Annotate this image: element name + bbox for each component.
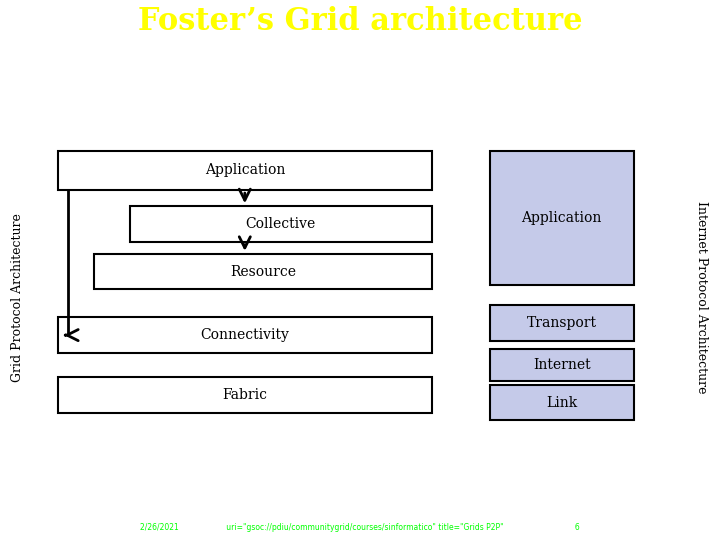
Text: Internet: Internet — [533, 358, 590, 372]
Text: Connectivity: Connectivity — [200, 328, 289, 342]
FancyBboxPatch shape — [490, 349, 634, 381]
Text: Grid Protocol Architecture: Grid Protocol Architecture — [12, 213, 24, 382]
Text: Fabric: Fabric — [222, 388, 267, 402]
Text: Resource: Resource — [230, 265, 296, 279]
FancyBboxPatch shape — [94, 254, 432, 289]
Text: Collective: Collective — [246, 217, 316, 231]
Text: Link: Link — [546, 396, 577, 409]
FancyBboxPatch shape — [58, 151, 432, 190]
FancyBboxPatch shape — [58, 317, 432, 353]
Text: Application: Application — [521, 211, 602, 225]
FancyBboxPatch shape — [490, 151, 634, 286]
FancyBboxPatch shape — [130, 206, 432, 242]
FancyBboxPatch shape — [58, 377, 432, 413]
Text: Foster’s Grid architecture: Foster’s Grid architecture — [138, 6, 582, 37]
Text: Application: Application — [204, 164, 285, 178]
Text: Internet Protocol Architecture: Internet Protocol Architecture — [696, 201, 708, 394]
FancyBboxPatch shape — [490, 305, 634, 341]
Text: Application interface (HTML, MIME): Application interface (HTML, MIME) — [29, 92, 330, 107]
Text: •  What is difference between protocol (SOAP, HTTP) and: • What is difference between protocol (S… — [29, 62, 474, 76]
Text: Transport: Transport — [526, 316, 597, 330]
Text: 2/26/2021                    uri="gsoc://pdiu/communitygrid/courses/sinformatico: 2/26/2021 uri="gsoc://pdiu/communitygrid… — [140, 523, 580, 532]
FancyBboxPatch shape — [490, 384, 634, 421]
